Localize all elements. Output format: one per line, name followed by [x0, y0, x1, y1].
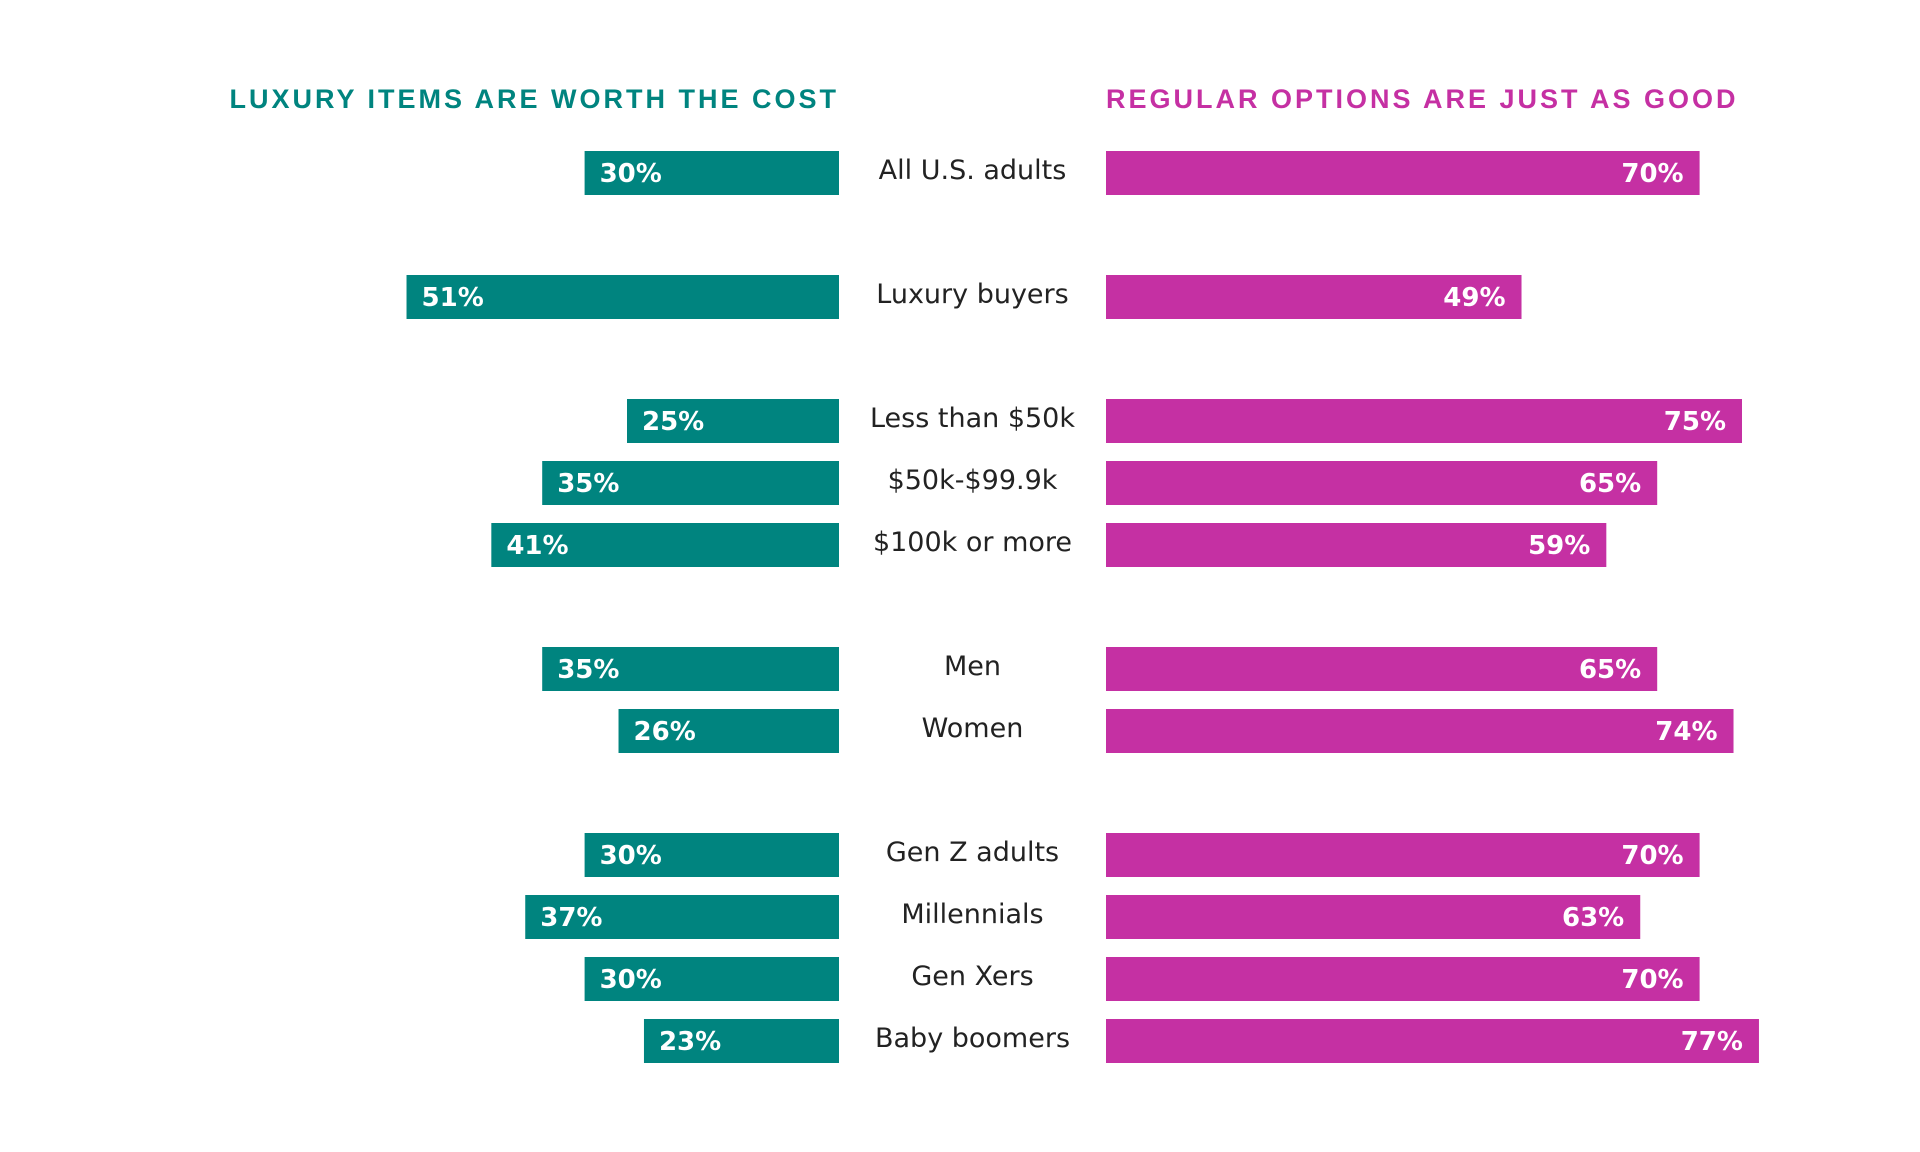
bar-luxury	[491, 523, 839, 567]
category-label: Women	[922, 713, 1024, 744]
bar-luxury	[525, 895, 839, 939]
bar-regular	[1106, 833, 1700, 877]
bar-regular	[1106, 1019, 1759, 1063]
value-label-luxury: 51%	[422, 283, 484, 313]
bar-luxury	[584, 957, 839, 1001]
bar-luxury	[584, 151, 839, 195]
bar-regular	[1106, 151, 1700, 195]
bar-luxury	[618, 709, 839, 753]
category-label: Men	[944, 651, 1001, 682]
bar-luxury	[643, 1019, 839, 1063]
bar-luxury	[627, 399, 839, 443]
bar-regular	[1106, 957, 1700, 1001]
value-label-luxury: 26%	[634, 717, 696, 747]
bar-regular	[1106, 647, 1658, 691]
value-label-luxury: 23%	[659, 1027, 721, 1057]
value-label-regular: 75%	[1664, 407, 1726, 437]
category-label: Baby boomers	[875, 1023, 1070, 1054]
value-label-luxury: 30%	[600, 965, 662, 995]
category-label: Less than $50k	[870, 403, 1075, 434]
bar-regular	[1106, 709, 1734, 753]
value-label-regular: 65%	[1579, 655, 1641, 685]
value-label-luxury: 25%	[642, 407, 704, 437]
value-label-regular: 49%	[1443, 283, 1505, 313]
bar-luxury	[542, 647, 839, 691]
bar-regular	[1106, 399, 1742, 443]
value-label-regular: 74%	[1655, 717, 1717, 747]
bar-luxury	[406, 275, 839, 319]
left-series-header: LUXURY ITEMS ARE WORTH THE COST	[229, 84, 839, 114]
value-label-luxury: 35%	[557, 655, 619, 685]
category-label: Millennials	[901, 899, 1043, 930]
bar-rows: 30% 70% All U.S. adults 51% 49% Luxury buyers…	[406, 151, 1759, 1063]
category-label: Gen Xers	[911, 961, 1033, 992]
category-label: Luxury buyers	[876, 279, 1068, 310]
value-label-regular: 77%	[1681, 1027, 1743, 1057]
value-label-regular: 59%	[1528, 531, 1590, 561]
bar-regular	[1106, 275, 1522, 319]
value-label-luxury: 30%	[600, 159, 662, 189]
bar-regular	[1106, 523, 1607, 567]
bar-luxury	[542, 461, 839, 505]
value-label-regular: 70%	[1621, 965, 1683, 995]
category-label: Gen Z adults	[886, 837, 1059, 868]
right-series-header: REGULAR OPTIONS ARE JUST AS GOOD	[1106, 84, 1739, 114]
value-label-regular: 63%	[1562, 903, 1624, 933]
value-label-luxury: 30%	[600, 841, 662, 871]
category-label: $50k-$99.9k	[888, 465, 1058, 496]
value-label-regular: 65%	[1579, 469, 1641, 499]
bar-regular	[1106, 895, 1641, 939]
value-label-luxury: 35%	[557, 469, 619, 499]
value-label-regular: 70%	[1621, 159, 1683, 189]
value-label-regular: 70%	[1621, 841, 1683, 871]
bar-luxury	[584, 833, 839, 877]
bar-regular	[1106, 461, 1658, 505]
value-label-luxury: 41%	[506, 531, 568, 561]
category-label: All U.S. adults	[879, 155, 1067, 186]
value-label-luxury: 37%	[540, 903, 602, 933]
category-label: $100k or more	[873, 527, 1072, 558]
